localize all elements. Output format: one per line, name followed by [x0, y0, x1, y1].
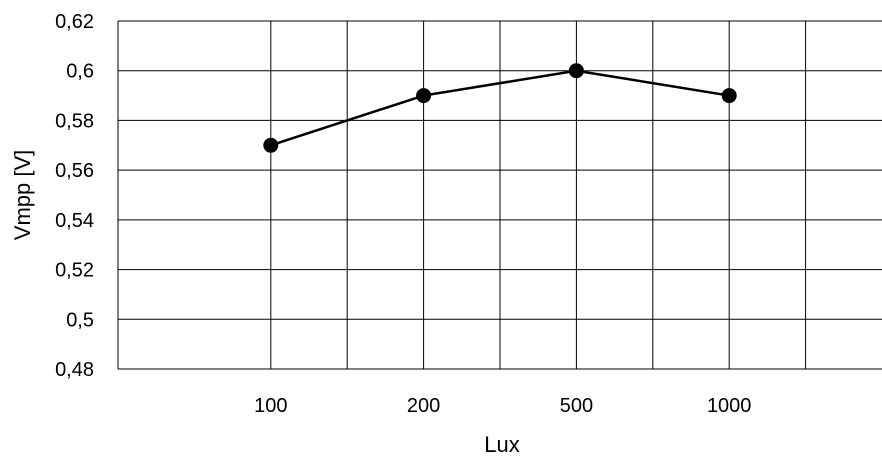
data-point: [416, 88, 432, 104]
x-tick-label: 1000: [707, 395, 752, 417]
data-point: [263, 137, 279, 153]
x-tick-label: 200: [407, 395, 440, 417]
y-tick-labels: 0,48 0,5 0,52 0,54 0,56 0,58 0,6 0,62: [55, 11, 94, 381]
y-axis-title: Vmpp [V]: [10, 150, 35, 240]
y-tick-label: 0,6: [66, 61, 94, 83]
data-point: [721, 88, 737, 104]
y-tick-label: 0,48: [55, 359, 94, 381]
y-tick-label: 0,54: [55, 210, 94, 232]
data-point: [568, 63, 584, 79]
series-group: [263, 63, 737, 153]
y-tick-label: 0,52: [55, 260, 94, 282]
x-axis-title: Lux: [484, 432, 519, 457]
x-tick-labels: 100 200 500 1000: [254, 395, 751, 417]
y-tick-label: 0,58: [55, 110, 94, 132]
y-tick-label: 0,62: [55, 11, 94, 33]
x-tick-label: 100: [254, 395, 287, 417]
y-tick-label: 0,5: [66, 309, 94, 331]
x-tick-label: 500: [560, 395, 593, 417]
y-tick-label: 0,56: [55, 160, 94, 182]
series-line: [270, 69, 730, 147]
grid: [117, 20, 882, 370]
